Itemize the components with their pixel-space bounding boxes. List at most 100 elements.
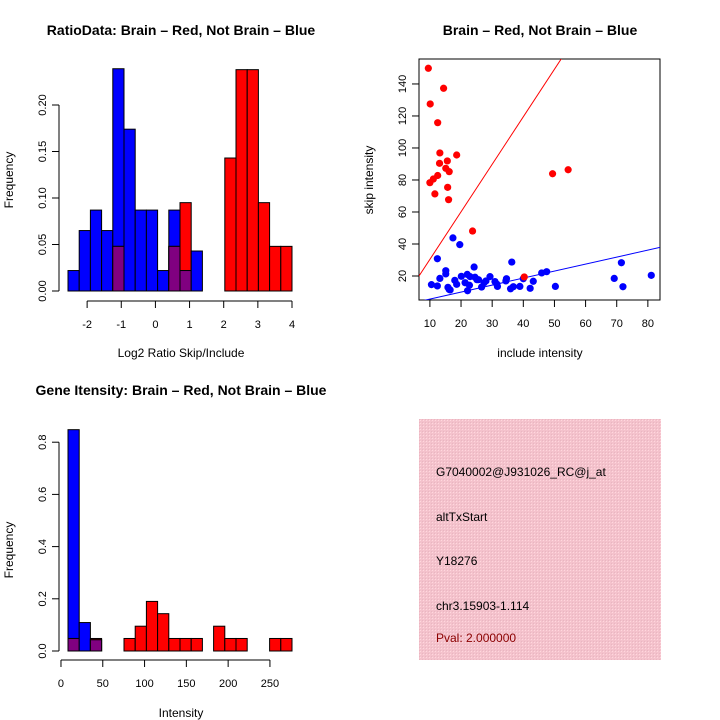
bar-brain (134, 625, 147, 652)
info-panel: G7040002@J931026_RC@j_at altTxStart Y182… (419, 419, 661, 660)
y-tick-label: 0.20 (37, 94, 49, 115)
scatter-point (529, 277, 537, 285)
y-tick-label: 100 (397, 139, 409, 157)
y-tick-label: 0.15 (37, 141, 49, 162)
scatter-point (449, 234, 457, 242)
x-tick-label: 200 (219, 678, 237, 690)
scatter-point (444, 196, 453, 204)
scatter-point (508, 258, 516, 266)
bar-brain (280, 637, 293, 652)
bar-brain (190, 637, 203, 652)
scatter-point (480, 279, 488, 287)
x-tick-label: -1 (116, 319, 126, 331)
scatter-point (435, 159, 444, 167)
info-panel-background (419, 419, 661, 660)
scatter-point (468, 227, 477, 235)
scatter-point (456, 241, 464, 249)
scatter-point (436, 274, 444, 282)
scatter-point (424, 64, 432, 72)
bar-brain (224, 637, 237, 652)
bar-not-brain (89, 209, 103, 292)
scatter-point (439, 84, 448, 92)
y-tick-label: 0.10 (37, 187, 49, 208)
bar-brain (145, 600, 159, 652)
x-tick-label: 50 (97, 678, 109, 690)
y-tick-label: 0.4 (37, 539, 49, 554)
bar-not-brain (78, 230, 91, 292)
y-tick-label: 0.05 (37, 234, 49, 255)
scatter-point (647, 271, 655, 279)
y-tick-label: 80 (397, 174, 409, 186)
gene-histogram-ylabel: Frequency (2, 522, 16, 579)
y-tick-label: 20 (397, 270, 409, 282)
scatter-point (551, 282, 559, 290)
x-tick-label: 250 (261, 678, 279, 690)
ratio-histogram-xlabel: Log2 Ratio Skip/Include (118, 346, 245, 360)
bar-brain (213, 625, 226, 652)
bar-not-brain (134, 209, 147, 292)
bar-brain (157, 613, 170, 652)
scatter-point (491, 277, 499, 286)
scatter-xlabel: include intensity (497, 346, 582, 360)
y-tick-label: 0.00 (37, 280, 49, 301)
bar-not-brain (101, 230, 114, 292)
bar-not-brain (190, 250, 203, 292)
scatter-point (451, 276, 459, 284)
scatter-point (461, 279, 469, 287)
accession: Y18276 (436, 554, 478, 568)
bar-not-brain (157, 270, 170, 292)
x-tick-label: 0 (152, 319, 158, 331)
scatter-point (445, 168, 453, 176)
bar-brain (280, 245, 293, 292)
y-tick-label: 60 (397, 206, 409, 218)
x-tick-label: 2 (221, 319, 227, 331)
scatter-point (610, 274, 618, 282)
y-tick-label: 140 (397, 75, 409, 93)
fit-line (419, 59, 562, 277)
pval: Pval: 2.000000 (436, 631, 516, 645)
scatter-point (434, 171, 442, 180)
scatter-point (457, 272, 465, 280)
location: chr3.15903-1.114 (436, 599, 530, 613)
bar-overlap (112, 245, 125, 292)
x-tick-label: 150 (177, 678, 195, 690)
x-tick-label: 30 (486, 318, 498, 330)
scatter-area (419, 59, 660, 300)
bar-brain (179, 637, 192, 652)
x-tick-label: 100 (135, 678, 153, 690)
scatter-point (433, 282, 441, 290)
bar-brain (235, 69, 248, 292)
x-tick-label: 40 (517, 318, 529, 330)
scatter-point (548, 170, 557, 178)
scatter-point (473, 276, 481, 284)
event-type: altTxStart (436, 510, 488, 524)
scatter-ylabel: skip intensity (362, 146, 376, 215)
gene-histogram-xlabel: Intensity (159, 706, 204, 720)
scatter-point (538, 269, 546, 277)
bar-brain (269, 245, 282, 292)
bar-overlap (168, 245, 181, 292)
y-tick-label: 0.6 (37, 487, 49, 502)
bar-overlap (67, 637, 80, 652)
x-tick-label: 4 (289, 319, 295, 331)
scatter-point (617, 259, 625, 267)
x-tick-label: 3 (255, 319, 261, 331)
y-tick-label: 0.2 (37, 591, 49, 606)
x-tick-label: 80 (642, 318, 654, 330)
x-tick-label: 1 (186, 319, 192, 331)
scatter-point (526, 284, 534, 292)
scatter-point (426, 100, 434, 108)
scatter-point (463, 270, 471, 278)
y-tick-label: 120 (397, 107, 409, 125)
bar-brain (224, 157, 237, 292)
x-tick-label: -2 (82, 319, 92, 331)
scatter-point (427, 281, 436, 289)
scatter-point (433, 255, 441, 263)
scatter-point (502, 277, 510, 285)
ratio-histogram-title: RatioData: Brain – Red, Not Brain – Blue (47, 22, 316, 38)
scatter-point (453, 151, 461, 159)
x-tick-label: 20 (455, 318, 467, 330)
scatter-point (442, 270, 450, 278)
scatter-point (434, 119, 442, 127)
